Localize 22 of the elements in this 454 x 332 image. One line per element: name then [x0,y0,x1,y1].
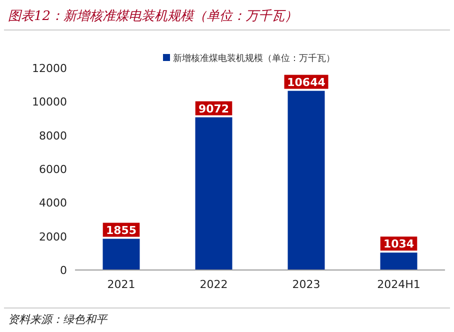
y-tick-label: 4000 [39,196,67,210]
chart-title: 图表12：新增核准煤电装机规模（单位：万千瓦） [8,9,298,24]
x-tick-label: 2023 [292,278,320,291]
data-label: 1034 [383,238,414,251]
y-tick-label: 2000 [39,230,67,244]
bar [102,238,140,270]
data-label: 9072 [198,102,230,116]
y-tick-label: 10000 [32,96,67,109]
y-tick-label: 0 [60,264,67,277]
bar [288,90,325,270]
data-label: 10644 [287,76,326,89]
text: 资料来源：绿色和平 [8,313,108,326]
bar [195,117,232,270]
y-tick-label: 8000 [39,129,67,142]
y-tick-label: 6000 [39,163,67,176]
bar [380,252,418,270]
x-tick-label: 2021 [107,278,136,291]
legend-label: 新增核准煤电装机规模（单位：万千瓦） [173,53,335,64]
x-tick-label: 2022 [200,278,228,291]
x-tick-label: 2024H1 [377,278,420,291]
y-tick-label: 12000 [32,62,67,75]
data-label: 1855 [106,224,137,237]
